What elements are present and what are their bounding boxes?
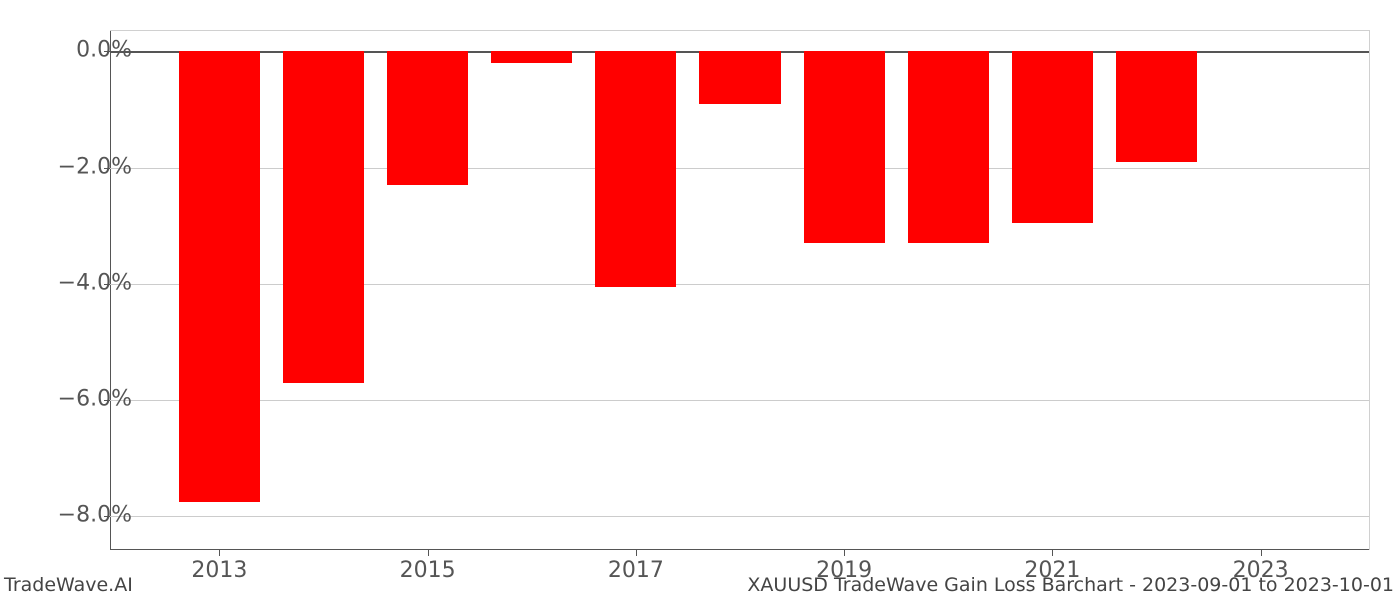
plot-area <box>110 30 1370 550</box>
bar <box>804 51 885 243</box>
y-tick-label: −6.0% <box>58 386 132 411</box>
x-tick-mark <box>1261 550 1262 556</box>
bar <box>1012 51 1093 222</box>
gridline <box>110 516 1369 517</box>
y-tick-label: −8.0% <box>58 503 132 528</box>
y-tick-label: −2.0% <box>58 154 132 179</box>
bar <box>387 51 468 185</box>
bar <box>699 51 780 103</box>
x-tick-label: 2017 <box>608 558 664 583</box>
y-tick-label: 0.0% <box>76 38 132 63</box>
x-tick-mark <box>1052 550 1053 556</box>
x-tick-mark <box>844 550 845 556</box>
chart-subtitle: XAUUSD TradeWave Gain Loss Barchart - 20… <box>747 574 1394 596</box>
chart-container <box>110 30 1370 550</box>
bar <box>491 51 572 63</box>
bar <box>1116 51 1197 161</box>
bar <box>595 51 676 286</box>
x-tick-label: 2013 <box>191 558 247 583</box>
x-tick-mark <box>428 550 429 556</box>
bar <box>908 51 989 243</box>
x-tick-mark <box>219 550 220 556</box>
x-axis-line <box>110 549 1369 550</box>
x-tick-label: 2015 <box>400 558 456 583</box>
gridline <box>110 400 1369 401</box>
y-tick-label: −4.0% <box>58 270 132 295</box>
x-tick-mark <box>636 550 637 556</box>
watermark-text: TradeWave.AI <box>4 574 133 596</box>
bar <box>283 51 364 382</box>
bar <box>179 51 260 501</box>
